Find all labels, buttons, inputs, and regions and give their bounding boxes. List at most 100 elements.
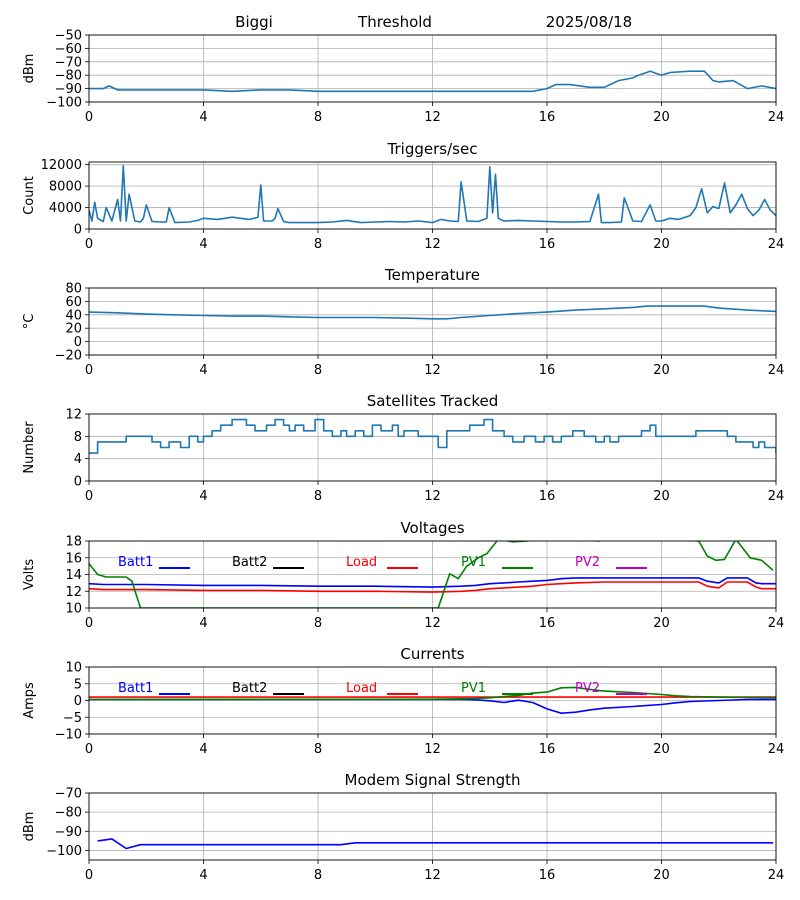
y-axis-label: Amps: [22, 682, 37, 719]
x-tick-label: 20: [653, 868, 670, 883]
y-axis-label: Number: [22, 421, 37, 474]
x-tick-label: 20: [653, 363, 670, 378]
legend-label-load: Load: [346, 555, 377, 570]
y-tick-label: −100: [46, 96, 82, 111]
x-tick-label: 12: [424, 742, 441, 757]
x-tick-label: 4: [199, 489, 207, 504]
y-tick-label: 20: [65, 322, 82, 337]
chart-panel-4: 0 4 8 12 16 20 24 0 4 8 12 Satellites Tracked Number: [22, 392, 784, 504]
y-axis-label: dBm: [22, 54, 37, 84]
x-tick-label: 16: [539, 237, 556, 252]
x-tick-label: 12: [424, 237, 441, 252]
y-tick-label: −80: [55, 69, 82, 84]
series-line-pv1: [89, 686, 776, 701]
x-tick-label: 24: [768, 110, 785, 125]
y-tick-label: 12: [65, 408, 82, 423]
chart-panel-1: 0 4 8 12 16 20 24 −100−90−80−70−60−50 dBm: [22, 29, 784, 126]
legend-label-batt2: Batt2: [232, 681, 267, 696]
x-tick-label: 20: [653, 237, 670, 252]
x-tick-label: 0: [85, 742, 93, 757]
series-line-main: [97, 838, 774, 850]
chart-title: Satellites Tracked: [367, 392, 498, 410]
x-tick-label: 0: [85, 363, 93, 378]
y-tick-label: −90: [55, 82, 82, 97]
y-tick-label: −60: [55, 42, 82, 57]
series-line-batt1: [89, 577, 776, 588]
series-line-pv1: [89, 541, 774, 608]
x-tick-label: 4: [199, 363, 207, 378]
x-tick-label: 24: [768, 868, 785, 883]
y-tick-label: 0: [74, 694, 82, 709]
x-tick-label: 12: [424, 363, 441, 378]
legend-label-pv1: PV1: [461, 681, 486, 696]
x-tick-label: 12: [424, 489, 441, 504]
x-tick-label: 16: [539, 363, 556, 378]
x-tick-label: 24: [768, 363, 785, 378]
y-tick-label: −90: [55, 825, 82, 840]
y-tick-label: −70: [55, 55, 82, 70]
y-tick-label: 12000: [41, 158, 82, 173]
series-line-main: [89, 305, 776, 320]
y-tick-label: 8000: [49, 180, 82, 195]
x-tick-label: 20: [653, 742, 670, 757]
x-tick-label: 8: [314, 616, 322, 631]
series-line-main: [89, 70, 776, 93]
x-tick-label: 0: [85, 237, 93, 252]
x-tick-label: 0: [85, 489, 93, 504]
x-tick-label: 0: [85, 110, 93, 125]
header-date: 2025/08/18: [546, 13, 632, 31]
x-tick-label: 8: [314, 237, 322, 252]
y-tick-label: 12: [65, 585, 82, 600]
chart-title: Modem Signal Strength: [345, 771, 521, 789]
x-tick-label: 12: [424, 110, 441, 125]
y-tick-label: −50: [55, 29, 82, 44]
y-tick-label: 10: [65, 661, 82, 676]
chart-title: Currents: [400, 645, 464, 663]
legend-label-batt2: Batt2: [232, 555, 267, 570]
y-tick-label: 14: [65, 568, 82, 583]
legend-label-batt1: Batt1: [118, 555, 153, 570]
y-axis-label: Count: [22, 176, 37, 215]
x-tick-label: 4: [199, 237, 207, 252]
y-tick-label: 8: [74, 430, 82, 445]
x-tick-label: 4: [199, 616, 207, 631]
y-tick-label: −100: [46, 844, 82, 859]
x-tick-label: 20: [653, 489, 670, 504]
y-tick-label: 5: [74, 677, 82, 692]
header-mode: Threshold: [357, 13, 432, 31]
series-line-load: [89, 581, 776, 593]
series-line-main: [89, 418, 776, 454]
chart-title: Triggers/sec: [387, 140, 478, 158]
y-tick-label: 4000: [49, 201, 82, 216]
y-tick-label: 10: [65, 602, 82, 617]
x-tick-label: 4: [199, 742, 207, 757]
y-tick-label: 0: [74, 223, 82, 238]
y-tick-label: 60: [65, 295, 82, 310]
x-tick-label: 24: [768, 616, 785, 631]
x-tick-label: 16: [539, 110, 556, 125]
header-site: Biggi: [235, 13, 273, 31]
y-axis-label: dBm: [22, 812, 37, 842]
legend-label-load: Load: [346, 681, 377, 696]
legend-label-pv1: PV1: [461, 555, 486, 570]
y-tick-label: −80: [55, 806, 82, 821]
x-tick-label: 16: [539, 868, 556, 883]
y-tick-label: 16: [65, 551, 82, 566]
y-tick-label: 18: [65, 535, 82, 550]
y-axis-label: Volts: [22, 559, 37, 591]
x-tick-label: 24: [768, 742, 785, 757]
header-row: Biggi Threshold 2025/08/18: [235, 13, 632, 31]
legend-label-pv2: PV2: [575, 681, 600, 696]
x-tick-label: 8: [314, 489, 322, 504]
x-tick-label: 4: [199, 868, 207, 883]
x-tick-label: 12: [424, 868, 441, 883]
chart-panel-6: 0 4 8 12 16 20 24 −10 −5 0 510 Currents Amps Batt1 Bat…: [22, 645, 784, 757]
x-tick-label: 16: [539, 489, 556, 504]
y-tick-label: 0: [74, 335, 82, 350]
x-tick-label: 0: [85, 868, 93, 883]
chart-panel-2: 0 4 8 12 16 20 24 0 4000 8000 12000 Triggers/sec Cou…: [22, 140, 784, 252]
x-tick-label: 0: [85, 616, 93, 631]
